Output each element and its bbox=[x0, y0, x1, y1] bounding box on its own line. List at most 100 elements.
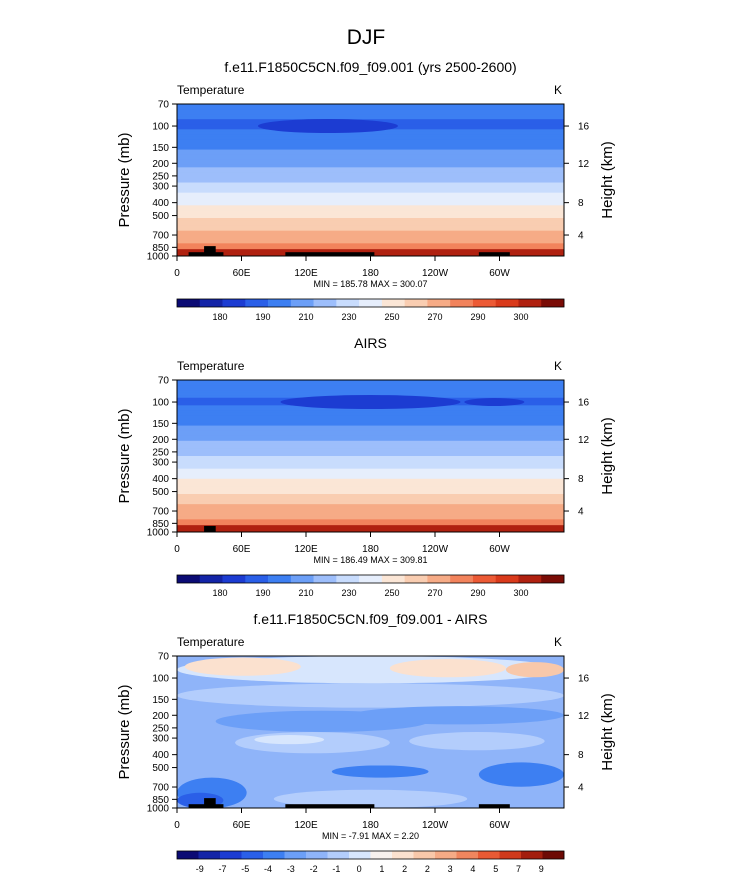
contour-band bbox=[177, 200, 564, 204]
contour-band bbox=[177, 131, 564, 135]
colorbar-frame bbox=[176, 298, 565, 308]
contour-band bbox=[177, 147, 564, 151]
x-tick-label: 120E bbox=[294, 268, 318, 279]
contour-band bbox=[177, 215, 564, 219]
contour-band bbox=[177, 382, 564, 386]
colorbar-label: 180 bbox=[212, 588, 227, 598]
colorbar-box bbox=[245, 575, 269, 583]
contour-band bbox=[177, 478, 564, 482]
contour-band bbox=[177, 164, 564, 168]
variable-label: Temperature bbox=[177, 635, 245, 649]
x-tick-label: 0 bbox=[174, 544, 180, 555]
height-tick-label: 16 bbox=[578, 398, 590, 409]
panel-title: f.e11.F1850C5CN.f09_f09.001 (yrs 2500-26… bbox=[224, 59, 516, 75]
colorbar-label: 190 bbox=[255, 312, 270, 322]
contour-band bbox=[177, 190, 564, 194]
contour-band bbox=[177, 157, 564, 161]
y-tick-label: 250 bbox=[152, 447, 169, 458]
x-tick-label: 60W bbox=[489, 544, 510, 555]
colorbar-box bbox=[177, 575, 201, 583]
contour-band bbox=[177, 410, 564, 414]
contour-band bbox=[177, 233, 564, 237]
x-tick-label: 120E bbox=[294, 544, 318, 555]
contour-band bbox=[273, 789, 468, 808]
contour-band bbox=[177, 228, 564, 232]
contour-band bbox=[331, 765, 429, 778]
colorbar-box bbox=[306, 851, 328, 859]
contour-band bbox=[177, 197, 564, 201]
colorbar-box bbox=[518, 299, 542, 307]
contour-band bbox=[177, 461, 564, 465]
colorbar-box bbox=[472, 575, 497, 583]
colorbar-label: 210 bbox=[298, 588, 313, 598]
contour-band bbox=[177, 438, 564, 442]
colorbar-box bbox=[241, 851, 264, 859]
colorbar-box bbox=[450, 299, 474, 307]
colorbar-box bbox=[359, 575, 383, 583]
colorbar-frame bbox=[176, 574, 565, 584]
contour-band bbox=[177, 385, 564, 389]
panel-title: f.e11.F1850C5CN.f09_f09.001 - AIRS bbox=[254, 611, 488, 627]
colorbar-box bbox=[392, 851, 414, 859]
cold-core bbox=[257, 119, 398, 134]
colorbar-label: 9 bbox=[539, 864, 544, 872]
contour-band bbox=[177, 109, 564, 113]
contour-band bbox=[177, 390, 564, 394]
y-axis-title: Pressure (mb) bbox=[116, 132, 133, 227]
colorbar-box bbox=[177, 851, 199, 859]
contour-band bbox=[177, 458, 564, 462]
contour-band bbox=[177, 169, 564, 173]
y-tick-label: 700 bbox=[152, 783, 169, 794]
colorbar-label: 270 bbox=[427, 588, 442, 598]
colorbar-label: 230 bbox=[341, 312, 356, 322]
contour-band bbox=[177, 225, 564, 229]
colorbar-label: 1 bbox=[379, 864, 384, 872]
y-tick-label: 70 bbox=[158, 376, 170, 387]
x-tick-label: 60W bbox=[489, 820, 510, 831]
height-tick-label: 12 bbox=[578, 711, 590, 722]
y-tick-label: 150 bbox=[152, 695, 169, 706]
y-axis-title-right: Height (km) bbox=[599, 693, 616, 771]
contour-band bbox=[177, 514, 564, 518]
colorbar-box bbox=[268, 299, 292, 307]
contour-band bbox=[177, 106, 564, 110]
y-tick-label: 700 bbox=[152, 231, 169, 242]
contour-band bbox=[177, 187, 564, 191]
land-mask bbox=[478, 804, 510, 808]
contour-band bbox=[409, 732, 545, 751]
height-tick-label: 16 bbox=[578, 122, 590, 133]
contour-band bbox=[177, 466, 564, 470]
y-axis-title-right: Height (km) bbox=[599, 417, 616, 495]
colorbar-box bbox=[456, 851, 479, 859]
contour-band bbox=[177, 428, 564, 432]
contour-band bbox=[177, 238, 564, 242]
colorbar-box bbox=[472, 299, 497, 307]
x-tick-label: 60W bbox=[489, 268, 510, 279]
contour-band bbox=[177, 445, 564, 449]
x-tick-label: 120W bbox=[422, 268, 449, 279]
colorbar-label: 210 bbox=[298, 312, 313, 322]
colorbar-label: -4 bbox=[264, 864, 272, 872]
contour-band bbox=[177, 471, 564, 475]
colorbar-label: 290 bbox=[470, 312, 485, 322]
contour-band bbox=[177, 111, 564, 115]
colorbar-box bbox=[290, 575, 314, 583]
contour-band bbox=[177, 423, 564, 427]
contour-band bbox=[177, 435, 564, 439]
colorbar-box bbox=[450, 575, 474, 583]
contour-band bbox=[177, 174, 564, 179]
contour-band bbox=[177, 136, 564, 141]
contour-band bbox=[177, 223, 564, 227]
y-tick-label: 850 bbox=[152, 519, 169, 530]
contour-band bbox=[177, 412, 564, 417]
y-tick-label: 850 bbox=[152, 243, 169, 254]
contour-band bbox=[389, 659, 506, 678]
y-tick-label: 250 bbox=[152, 723, 169, 734]
y-tick-label: 300 bbox=[152, 458, 169, 469]
y-tick-label: 70 bbox=[158, 100, 170, 111]
land-mask bbox=[285, 252, 375, 256]
contour-band bbox=[177, 202, 564, 206]
y-tick-label: 200 bbox=[152, 711, 169, 722]
contour-band bbox=[184, 657, 301, 676]
y-axis-title-right: Height (km) bbox=[599, 141, 616, 219]
